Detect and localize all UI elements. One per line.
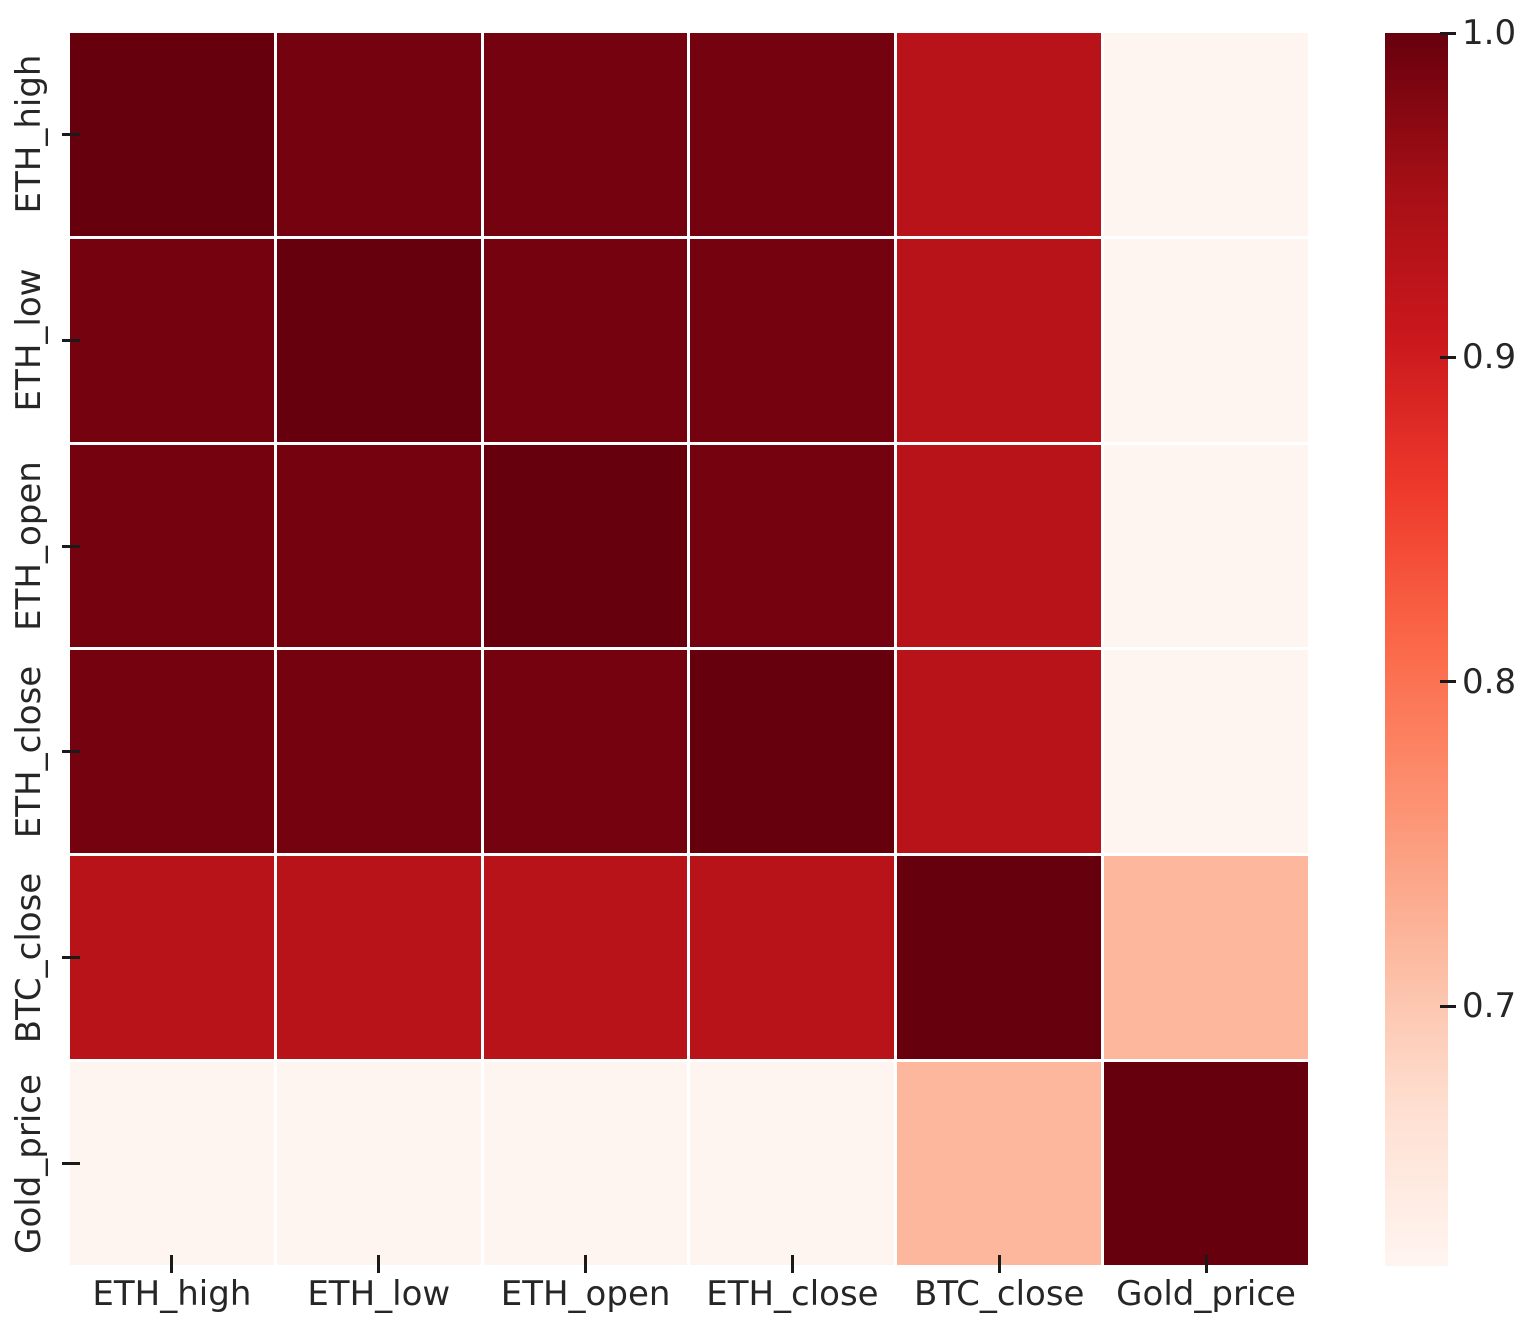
heatmap-cell-BTC_close-ETH_open [483,856,688,1060]
y-axis-label-BTC_close: BTC_close [9,872,49,1043]
colorbar-tick-label-0.9: 0.9 [1462,337,1517,378]
heatmap-cell-Gold_price-ETH_low [276,1062,481,1265]
heatmap-cell-ETH_open-ETH_close [690,444,895,648]
heatmap-cell-Gold_price-ETH_open [483,1062,688,1265]
y-axis-label-Gold_price: Gold_price [9,1073,49,1254]
y-axis-label-ETH_low: ETH_low [9,268,49,412]
heatmap-cell-BTC_close-ETH_close [690,856,895,1060]
heatmap-cell-ETH_high-ETH_open [483,33,688,236]
y-axis-label-ETH_open: ETH_open [9,461,49,631]
heatmap-cell-ETH_open-ETH_high [70,444,274,648]
y-axis-tick [62,338,80,342]
heatmap-cell-BTC_close-ETH_high [70,856,274,1060]
colorbar-tick [1440,31,1456,35]
heatmap-cell-ETH_high-ETH_high [70,33,274,236]
colorbar-tick [1440,680,1456,684]
y-axis-tick [62,750,80,754]
heatmap-grid [70,33,1308,1265]
heatmap-cell-ETH_close-ETH_high [70,650,274,854]
heatmap-cell-Gold_price-BTC_close [897,1062,1102,1265]
x-axis-tick [377,1255,381,1273]
heatmap-cell-ETH_low-Gold_price [1104,238,1308,442]
heatmap-cell-ETH_high-ETH_low [276,33,481,236]
heatmap-cell-ETH_close-Gold_price [1104,650,1308,854]
x-axis-label-ETH_high: ETH_high [92,1274,252,1314]
colorbar-tick [1440,1004,1456,1008]
colorbar-tick-label-1.0: 1.0 [1462,13,1517,53]
heatmap-cell-BTC_close-Gold_price [1104,856,1308,1060]
heatmap-cell-ETH_close-BTC_close [897,650,1102,854]
heatmap-cell-ETH_high-Gold_price [1104,33,1308,236]
heatmap-cell-Gold_price-Gold_price [1104,1062,1308,1265]
heatmap-cell-ETH_open-BTC_close [897,444,1102,648]
x-axis-tick [170,1255,174,1273]
heatmap-cell-ETH_low-ETH_open [483,238,688,442]
y-axis-tick [62,1162,80,1166]
y-axis-tick [62,544,80,548]
x-axis-tick [790,1255,794,1273]
heatmap-cell-ETH_open-Gold_price [1104,444,1308,648]
x-axis-label-ETH_open: ETH_open [500,1274,671,1314]
colorbar-tick [1440,355,1456,359]
y-axis-label-ETH_close: ETH_close [9,665,49,839]
heatmap-cell-ETH_low-ETH_low [276,238,481,442]
x-axis-label-BTC_close: BTC_close [914,1274,1085,1314]
x-axis-tick [997,1255,1001,1273]
x-axis-tick [584,1255,588,1273]
colorbar [1385,33,1448,1266]
heatmap-cell-ETH_low-BTC_close [897,238,1102,442]
x-axis-label-ETH_close: ETH_close [706,1274,879,1314]
heatmap-cell-ETH_close-ETH_low [276,650,481,854]
colorbar-tick-label-0.8: 0.8 [1462,661,1517,702]
colorbar-tick-label-0.7: 0.7 [1462,986,1517,1027]
heatmap-cell-BTC_close-BTC_close [897,856,1102,1060]
heatmap-cell-ETH_high-BTC_close [897,33,1102,236]
y-axis-label-ETH_high: ETH_high [9,54,49,214]
heatmap-cell-ETH_open-ETH_low [276,444,481,648]
heatmap-cell-Gold_price-ETH_high [70,1062,274,1265]
x-axis-label-Gold_price: Gold_price [1116,1274,1296,1314]
y-axis-tick [62,132,80,136]
heatmap-cell-ETH_low-ETH_high [70,238,274,442]
heatmap-cell-BTC_close-ETH_low [276,856,481,1060]
y-axis-tick [62,956,80,960]
heatmap-cell-ETH_close-ETH_close [690,650,895,854]
heatmap-cell-ETH_low-ETH_close [690,238,895,442]
heatmap-cell-ETH_open-ETH_open [483,444,688,648]
heatmap-cell-Gold_price-ETH_close [690,1062,895,1265]
heatmap-cell-ETH_close-ETH_open [483,650,688,854]
x-axis-tick [1204,1255,1208,1273]
heatmap-cell-ETH_high-ETH_close [690,33,895,236]
x-axis-label-ETH_low: ETH_low [307,1274,451,1314]
